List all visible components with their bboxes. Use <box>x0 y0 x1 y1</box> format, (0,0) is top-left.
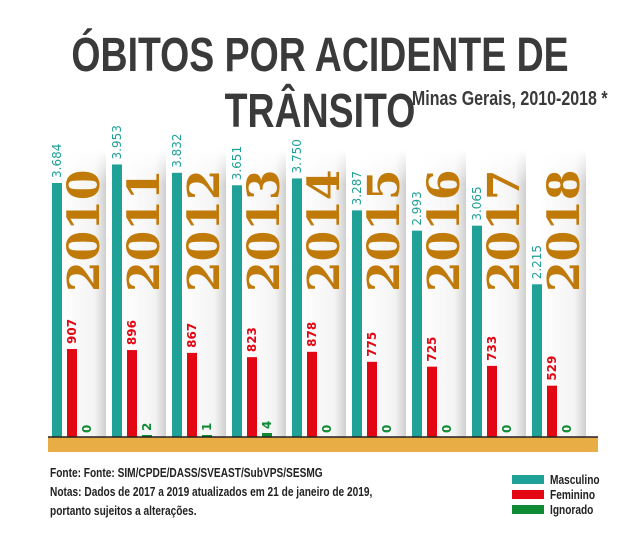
year-label: 2011 <box>119 170 170 292</box>
legend: Masculino Feminino Ignorado <box>512 472 614 517</box>
value-label-masculino: 3.832 <box>170 133 184 167</box>
legend-swatch-masculino <box>512 475 544 484</box>
value-label-masculino: 3.953 <box>110 125 124 159</box>
value-label-masculino: 3.684 <box>50 144 64 178</box>
bar-feminino <box>307 351 317 437</box>
value-label-ignorado: 0 <box>560 425 574 433</box>
value-label-masculino: 3.065 <box>470 186 484 220</box>
bar-feminino <box>487 365 497 437</box>
legend-label: Feminino <box>550 487 596 502</box>
value-label-ignorado: 0 <box>500 425 514 433</box>
bar-feminino <box>427 366 437 437</box>
value-label-feminino: 878 <box>305 322 319 347</box>
bar-masculino <box>172 172 182 437</box>
value-label-feminino: 725 <box>425 337 439 362</box>
value-label-masculino: 2.993 <box>410 191 424 225</box>
value-label-masculino: 3.750 <box>290 139 304 173</box>
legend-label: Ignorado <box>550 502 594 517</box>
bar-masculino <box>292 178 302 437</box>
value-label-ignorado: 0 <box>80 425 94 433</box>
bar-ignorado <box>262 433 272 437</box>
value-label-ignorado: 4 <box>260 421 274 429</box>
year-label: 2014 <box>299 170 350 292</box>
value-label-masculino: 3.651 <box>230 146 244 180</box>
year-label: 2017 <box>479 170 530 292</box>
bar-masculino <box>412 230 422 437</box>
legend-item-feminino: Feminino <box>512 487 614 502</box>
value-label-feminino: 907 <box>65 319 79 344</box>
value-label-feminino: 733 <box>485 336 499 361</box>
bar-feminino <box>247 357 257 437</box>
year-label: 2016 <box>419 170 470 292</box>
value-label-ignorado: 2 <box>140 423 154 431</box>
bar-feminino <box>187 352 197 437</box>
value-label-masculino: 3.287 <box>350 171 364 205</box>
legend-swatch-ignorado <box>512 505 544 514</box>
bar-ignorado <box>142 435 152 437</box>
bar-feminino <box>67 349 77 437</box>
chart-title: ÓBITOS POR ACIDENTE DE TRÂNSITO <box>71 29 569 138</box>
source-text: Fonte: Fonte: SIM/CPDE/DASS/SVEAST/SubVP… <box>50 465 323 480</box>
bar-feminino <box>127 350 137 437</box>
year-label: 2012 <box>179 170 230 292</box>
year-label: 2010 <box>59 170 110 292</box>
value-label-feminino: 775 <box>365 332 379 357</box>
bar-masculino <box>532 284 542 437</box>
legend-item-masculino: Masculino <box>512 472 614 487</box>
value-label-ignorado: 0 <box>380 425 394 433</box>
value-label-masculino: 2.215 <box>530 245 544 279</box>
value-label-feminino: 529 <box>545 356 559 381</box>
year-label: 2013 <box>239 170 290 292</box>
bar-masculino <box>472 225 482 437</box>
bar-masculino <box>112 164 122 437</box>
value-label-feminino: 896 <box>125 320 139 345</box>
notes: Fonte: Fonte: SIM/CPDE/DASS/SVEAST/SubVP… <box>50 463 372 520</box>
bar-masculino <box>232 185 242 437</box>
bar-masculino <box>52 183 62 437</box>
chart-subtitle: Minas Gerais, 2010-2018 * <box>412 88 608 110</box>
legend-swatch-feminino <box>512 490 544 499</box>
value-label-ignorado: 0 <box>440 425 454 433</box>
bar-masculino <box>352 210 362 437</box>
value-label-feminino: 867 <box>185 323 199 348</box>
bar-ignorado <box>202 435 212 437</box>
bar-feminino <box>547 385 557 437</box>
value-label-ignorado: 1 <box>200 423 214 431</box>
bar-feminino <box>367 361 377 437</box>
year-label: 2015 <box>359 170 410 292</box>
value-label-ignorado: 0 <box>320 425 334 433</box>
value-label-feminino: 823 <box>245 327 259 352</box>
legend-item-ignorado: Ignorado <box>512 502 614 517</box>
note-line-1: Notas: Dados de 2017 a 2019 atualizados … <box>50 484 373 499</box>
note-line-2: portanto sujeitos a alterações. <box>50 503 197 518</box>
base-strip <box>48 437 598 452</box>
year-label: 2018 <box>539 170 590 292</box>
legend-label: Masculino <box>550 472 600 487</box>
